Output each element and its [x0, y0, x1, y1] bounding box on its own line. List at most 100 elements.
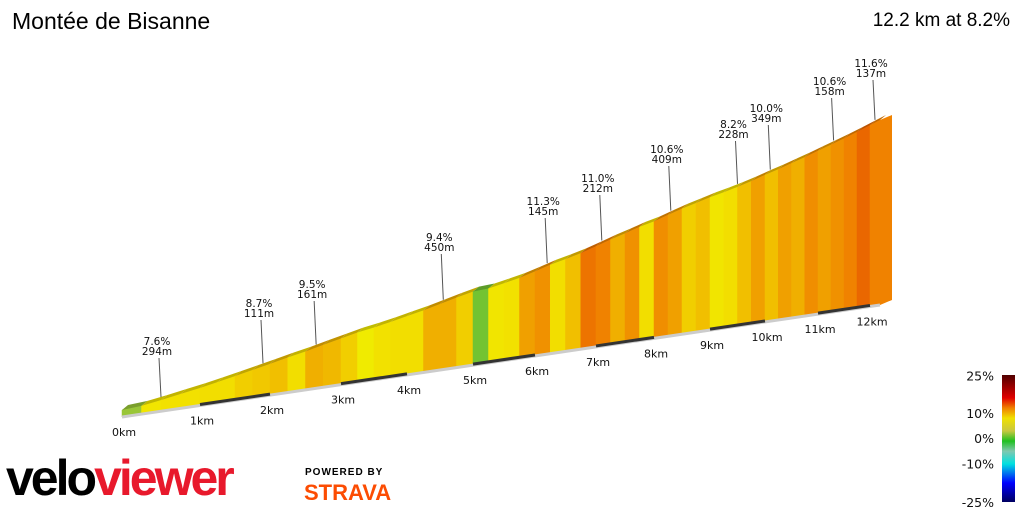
x-tick-label: 3km: [331, 394, 355, 407]
gradient-segment: [423, 303, 441, 373]
segment-top-face: [252, 358, 276, 371]
annotation-length: 409m: [652, 154, 682, 166]
annotation-length: 111m: [244, 308, 274, 320]
segment-top-face: [287, 346, 312, 358]
profile-segments: [121, 114, 892, 418]
gradient-segment: [830, 137, 845, 313]
annotation-gradient: 9.4%: [426, 232, 453, 244]
annotation-length: 161m: [297, 289, 327, 301]
gradient-segment: [639, 221, 655, 341]
x-tick-label: 9km: [700, 339, 724, 352]
segment-top-face: [737, 176, 758, 187]
segment-top-face: [270, 352, 294, 364]
x-tick-label: 12km: [856, 315, 887, 328]
gradient-segment: [373, 321, 391, 381]
x-tick-label: 6km: [525, 365, 549, 378]
gradient-segment: [565, 252, 581, 352]
gradient-segment: [737, 180, 752, 327]
gradient-segment: [856, 124, 871, 309]
segment-top-face: [818, 139, 837, 151]
gradient-segment: [305, 344, 324, 391]
gradient-segment: [667, 208, 683, 337]
legend-tick-label: -25%: [962, 495, 994, 510]
gradient-legend: 25% 10% 0% -10% -25%: [962, 369, 1015, 510]
gradient-segment: [357, 327, 375, 383]
legend-colorbar: [1002, 375, 1015, 502]
annotation-length: 349m: [751, 113, 781, 125]
x-tick-label: 8km: [644, 347, 668, 360]
segment-top-face: [710, 187, 730, 198]
logo-velo: velo: [6, 450, 97, 506]
legend-tick-label: 0%: [974, 431, 994, 446]
segment-top-face: [305, 339, 330, 352]
annotation-length: 145m: [528, 206, 558, 218]
logo-viewer: viewer: [94, 450, 235, 506]
profile-end-face: [880, 114, 892, 305]
gradient-segment: [580, 245, 597, 350]
km-bar: [472, 353, 536, 366]
segment-top-face: [791, 152, 811, 164]
segment-top-face: [682, 198, 702, 209]
x-tick-label: 1km: [190, 414, 214, 427]
segment-top-face: [625, 221, 646, 234]
segment-top-face: [870, 114, 886, 126]
strava-logo: STRAVA: [304, 480, 392, 505]
annotation-gradient: 8.2%: [720, 119, 747, 131]
segment-top-face: [235, 365, 259, 377]
veloviewer-logo: veloviewer: [6, 448, 235, 508]
segment-top-face: [473, 283, 495, 292]
annotation-length: 212m: [583, 183, 613, 195]
annotation-length: 228m: [718, 129, 748, 141]
segment-top-face: [141, 395, 167, 406]
km-bar: [199, 392, 271, 406]
km-bar: [340, 372, 408, 386]
annotation-leader-line: [831, 97, 835, 141]
gradient-segment: [503, 277, 520, 361]
annotation-gradient: 10.6%: [813, 76, 846, 88]
x-tick-label: 0km: [112, 426, 136, 439]
segment-top-face: [804, 145, 824, 158]
page-title: Montée de Bisanne: [12, 8, 211, 34]
gradient-segment: [323, 338, 342, 388]
annotation-length: 137m: [856, 68, 886, 80]
gradient-segment: [550, 258, 566, 354]
gradient-segment: [488, 282, 505, 364]
km-bar: [709, 319, 766, 331]
annotation-gradient: 11.6%: [854, 58, 887, 70]
annotation-leader-line: [599, 194, 603, 241]
gradient-segment: [269, 357, 288, 396]
segment-top-face: [831, 133, 850, 145]
segment-top-face: [778, 158, 798, 170]
x-tick-label: 4km: [397, 384, 421, 397]
segment-top-face: [217, 371, 241, 383]
x-tick-label: 10km: [751, 331, 782, 344]
segment-top-face: [696, 192, 716, 204]
annotation-leader-line: [668, 165, 672, 211]
gradient-segment: [764, 168, 779, 323]
km-bar: [595, 335, 655, 348]
annotation-leader-line: [260, 319, 264, 364]
segment-top-face: [390, 311, 413, 322]
gradient-segment: [804, 150, 819, 317]
gradient-segment: [439, 297, 457, 371]
segment-top-face: [765, 164, 785, 175]
gradient-segment: [406, 310, 424, 376]
x-tick-label: 11km: [804, 323, 835, 336]
annotation-leader-line: [158, 357, 162, 398]
segment-top-face: [580, 241, 602, 254]
segment-top-face: [550, 254, 572, 265]
annotation-length: 294m: [142, 346, 172, 358]
gradient-segment: [610, 232, 626, 346]
segment-top-face: [180, 383, 206, 395]
annotation-gradient: 10.0%: [750, 103, 783, 115]
gradient-segment: [287, 351, 306, 393]
annotation-length: 158m: [814, 86, 844, 98]
segment-top-face: [565, 248, 587, 260]
segment-top-face: [440, 292, 463, 304]
legend-tick-label: -10%: [962, 457, 994, 472]
segment-top-face: [357, 322, 380, 333]
segment-top-face: [407, 305, 430, 317]
gradient-segment: [624, 226, 640, 343]
segment-top-face: [844, 126, 863, 139]
